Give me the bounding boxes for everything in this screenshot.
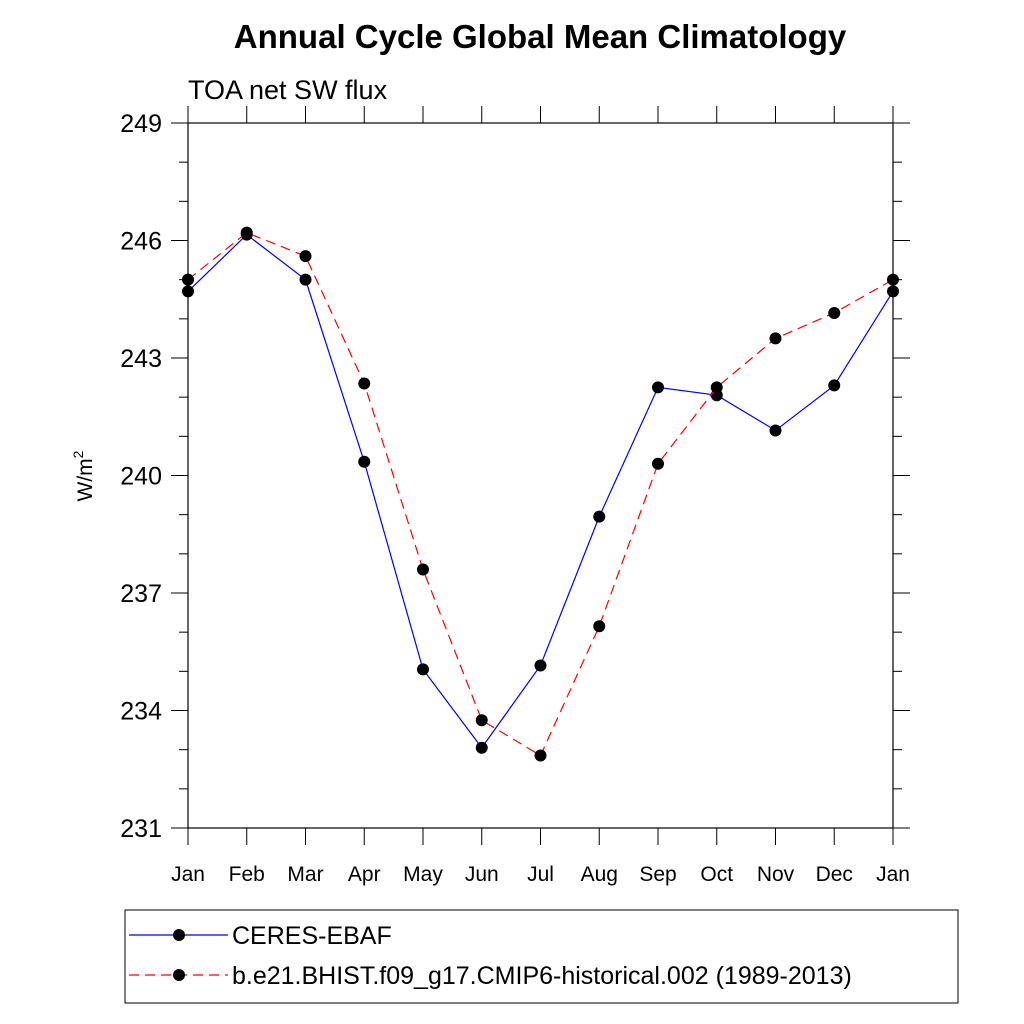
data-point-series-1 <box>828 379 841 392</box>
data-point-series-2 <box>358 377 371 390</box>
data-point-series-1 <box>769 424 782 437</box>
x-tick-label: Jan <box>171 863 205 886</box>
data-point-series-2 <box>652 457 664 470</box>
data-point-series-2 <box>417 563 429 576</box>
chart-subtitle: TOA net SW flux <box>188 75 388 105</box>
data-point-series-2 <box>240 226 253 239</box>
x-tick-label: Oct <box>700 863 733 886</box>
chart-title: Annual Cycle Global Mean Climatology <box>234 18 847 55</box>
y-tick-label: 246 <box>120 228 162 256</box>
x-tick-label: Nov <box>757 863 795 886</box>
data-point-series-1 <box>299 273 312 286</box>
data-point-series-1 <box>887 285 899 298</box>
legend-label-1: CERES-EBAF <box>232 922 392 950</box>
data-point-series-2 <box>710 381 723 394</box>
data-point-series-1 <box>534 659 547 672</box>
legend-label-2: b.e21.BHIST.f09_g17.CMIP6-historical.002… <box>232 962 852 990</box>
y-tick-label: 249 <box>120 110 162 138</box>
y-tick-label: 237 <box>120 580 162 608</box>
legend: CERES-EBAF b.e21.BHIST.f09_g17.CMIP6-hist… <box>124 909 959 1004</box>
y-axis-label-sup: 2 <box>70 450 86 458</box>
x-tick-label: Jul <box>527 863 554 886</box>
plot-area: 231 234 237 240 243 246 249 Jan Feb Mar Apr May Jun J… <box>120 106 910 886</box>
x-tick-label: Jun <box>465 863 499 886</box>
plot-frame <box>187 122 894 829</box>
x-tick-label: Mar <box>287 863 323 886</box>
series-line-2 <box>187 231 894 757</box>
y-axis-label-base: W/m <box>74 458 97 501</box>
y-tick-label: 243 <box>120 345 162 373</box>
data-point-series-1 <box>417 663 429 676</box>
data-point-series-2 <box>299 250 312 263</box>
legend-box <box>124 909 959 1004</box>
x-tick-label: Sep <box>639 863 676 886</box>
svg-text:W/m2: W/m2 <box>70 450 97 501</box>
y-axis-label: W/m2 <box>70 450 97 501</box>
x-tick-label: Jan <box>876 863 910 886</box>
y-tick-label: 234 <box>120 698 162 726</box>
y-tick-label: 240 <box>120 463 162 491</box>
legend-marker-2 <box>173 969 185 981</box>
data-point-series-1 <box>652 381 664 394</box>
data-point-series-1 <box>593 510 606 523</box>
data-point-series-2 <box>534 749 547 762</box>
data-point-series-2 <box>887 273 899 286</box>
x-tick-label: Feb <box>229 863 265 886</box>
x-tick-label: May <box>403 863 443 886</box>
data-point-series-2 <box>769 332 782 345</box>
x-tick-label: Dec <box>816 863 853 886</box>
data-point-series-1 <box>358 455 371 468</box>
data-point-series-2 <box>828 306 841 319</box>
x-tick-label: Aug <box>581 863 618 886</box>
data-point-series-1 <box>182 285 194 298</box>
data-point-series-2 <box>593 620 606 633</box>
x-tick-label: Apr <box>348 863 381 886</box>
data-point-series-2 <box>475 714 488 727</box>
data-point-series-2 <box>182 273 194 286</box>
data-point-series-1 <box>475 741 488 754</box>
y-tick-label: 231 <box>120 815 162 843</box>
legend-marker-1 <box>173 929 185 941</box>
